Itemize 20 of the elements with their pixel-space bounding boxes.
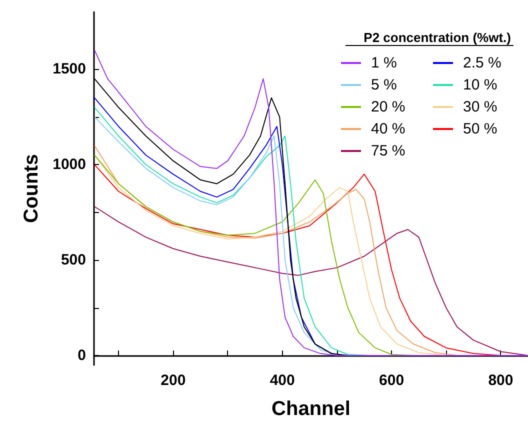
y-tick-label: 1000 [52,156,86,174]
legend-label: 5 % [371,76,397,94]
legend-label: 75 % [371,142,406,160]
x-tick-label: 800 [488,372,514,389]
legend-label: 10 % [463,76,498,94]
y-tick-label: 500 [60,252,86,269]
legend-label: 40 % [371,120,406,138]
legend-label: 1 % [371,54,397,72]
x-axis-title: Channel [272,398,350,420]
y-tick-label: 0 [78,346,86,364]
legend-label: 20 % [371,98,406,116]
x-tick-label: 600 [379,372,404,389]
legend-label: 30 % [463,98,498,116]
y-tick-label: 1500 [52,60,86,78]
y-axis-title: Counts [20,154,43,223]
x-tick-label: 200 [160,372,186,389]
legend-label: 2.5 % [463,54,502,72]
legend-title: P2 concentration (%wt.) [364,30,512,45]
legend-label: 50 % [463,120,498,138]
x-tick-label: 400 [270,372,295,389]
